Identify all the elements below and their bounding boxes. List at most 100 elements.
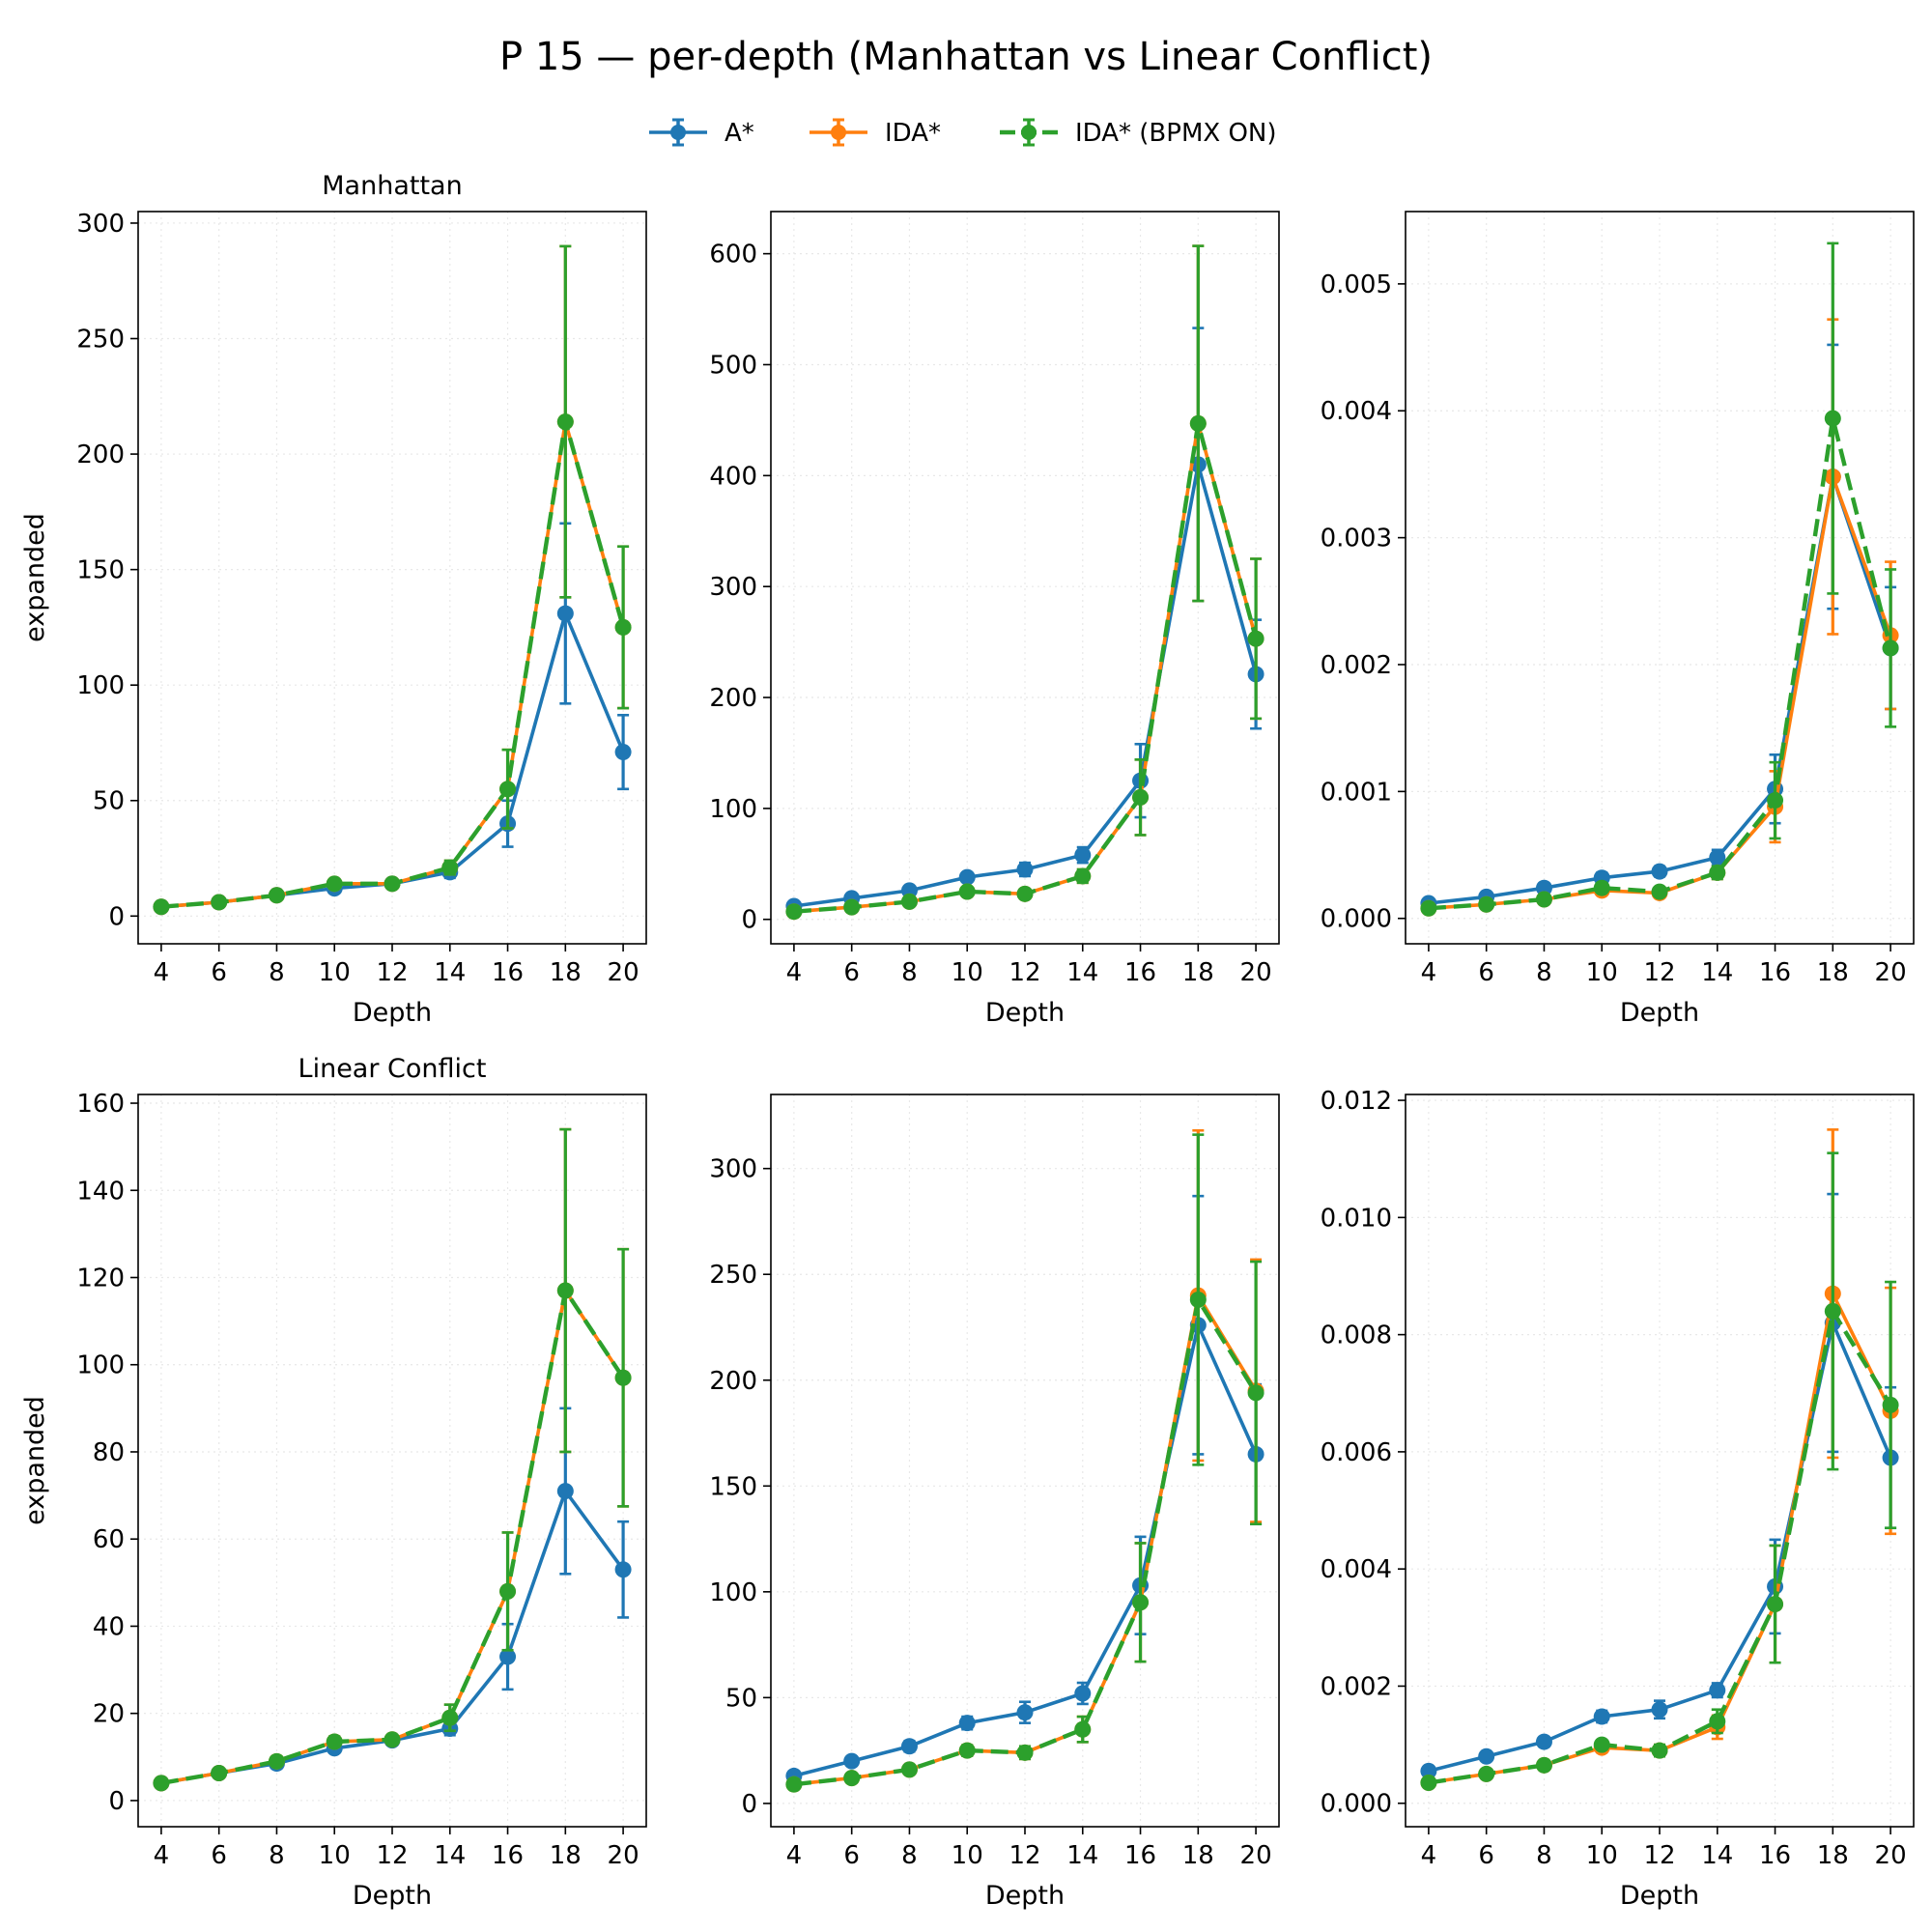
y-tick-label: 250 <box>76 326 125 355</box>
data-point <box>958 868 976 886</box>
y-tick-label: 0.008 <box>1321 1321 1392 1350</box>
x-tick-label: 20 <box>1875 1841 1907 1870</box>
series-ida-bpmx-on <box>1420 242 1899 917</box>
x-tick-label: 6 <box>211 958 227 987</box>
y-tick-label: 0 <box>108 1787 125 1816</box>
data-point <box>1709 1682 1726 1699</box>
x-tick-label: 14 <box>1066 958 1098 987</box>
y-tick-label: 0.005 <box>1321 270 1392 299</box>
y-tick-label: 0.002 <box>1321 651 1392 680</box>
x-tick-label: 6 <box>1478 958 1494 987</box>
y-tick-label: 50 <box>93 787 125 816</box>
data-point <box>1016 1744 1034 1761</box>
legend-item-ida: IDA* <box>810 118 941 148</box>
y-tick-label: 200 <box>709 1367 757 1396</box>
panels: 4 6 8 10 12 14 16 18 20050100150200250300Depthex… <box>20 171 1915 1911</box>
data-point <box>326 1733 343 1750</box>
x-tick-label: 10 <box>1586 1841 1618 1870</box>
y-tick-label: 300 <box>709 573 757 602</box>
data-point <box>1767 792 1784 810</box>
x-tick-label: 10 <box>1586 958 1618 987</box>
series-line <box>1428 415 1893 911</box>
legend: A* IDA* IDA* (BPMX ON) <box>649 118 1277 148</box>
y-tick-label: 200 <box>76 440 125 469</box>
data-point <box>441 859 459 876</box>
data-point <box>1074 867 1092 885</box>
y-tick-label: 120 <box>76 1264 125 1293</box>
data-point <box>1016 1704 1034 1721</box>
x-tick-label: 16 <box>1124 958 1156 987</box>
x-tick-label: 20 <box>1875 958 1907 987</box>
y-tick-label: 0.004 <box>1321 1555 1392 1584</box>
y-tick-label: 0.000 <box>1321 1790 1392 1819</box>
series-ida-bpmx-on <box>153 244 632 916</box>
x-tick-label: 6 <box>1478 1841 1494 1870</box>
data-point <box>1651 883 1668 900</box>
y-axis-label: expanded <box>20 1396 50 1525</box>
data-point <box>153 1775 170 1792</box>
data-point <box>1189 414 1207 432</box>
y-tick-label: 500 <box>709 351 757 380</box>
data-point <box>499 1648 517 1665</box>
data-point <box>900 1761 918 1778</box>
x-axis-label: Depth <box>353 1881 432 1911</box>
y-tick-label: 300 <box>76 210 125 239</box>
data-point <box>1882 639 1899 657</box>
x-tick-label: 4 <box>154 958 170 987</box>
y-tick-label: 100 <box>709 795 757 824</box>
y-tick-label: 600 <box>709 241 757 270</box>
data-point <box>384 1731 401 1748</box>
x-tick-label: 6 <box>843 1841 860 1870</box>
x-tick-label: 20 <box>608 1841 639 1870</box>
data-point <box>1247 1384 1264 1402</box>
data-point <box>1074 846 1092 864</box>
x-tick-label: 20 <box>608 958 639 987</box>
y-tick-label: 0.012 <box>1321 1087 1392 1116</box>
y-tick-label: 0 <box>741 1790 757 1819</box>
subplot-6: 4 6 8 10 12 14 16 18 20 0.000 0.002 0.004 0.006 0.008… <box>1321 1087 1915 1911</box>
x-tick-label: 4 <box>786 1841 803 1870</box>
x-tick-label: 12 <box>376 958 408 987</box>
data-point <box>1189 1292 1207 1309</box>
data-point <box>785 1776 803 1793</box>
data-point <box>499 1582 517 1600</box>
data-point <box>1247 630 1264 647</box>
x-tick-label: 4 <box>786 958 803 987</box>
y-tick-label: 50 <box>725 1684 757 1713</box>
y-tick-label: 140 <box>76 1177 125 1206</box>
data-point <box>1651 863 1668 880</box>
x-tick-label: 10 <box>952 958 983 987</box>
x-tick-label: 14 <box>434 1841 466 1870</box>
data-point <box>843 898 861 916</box>
y-tick-label: 0.002 <box>1321 1672 1392 1701</box>
y-tick-label: 0.004 <box>1321 397 1392 426</box>
y-tick-label: 250 <box>709 1261 757 1290</box>
x-tick-label: 18 <box>1182 958 1214 987</box>
x-tick-label: 18 <box>550 1841 582 1870</box>
data-point <box>1478 1765 1495 1782</box>
x-tick-label: 12 <box>376 1841 408 1870</box>
x-tick-label: 12 <box>1009 958 1040 987</box>
y-tick-label: 20 <box>93 1700 125 1729</box>
data-point <box>556 1483 574 1500</box>
data-point <box>1709 864 1726 881</box>
x-axis-label: Depth <box>985 998 1065 1028</box>
x-tick-label: 20 <box>1240 1841 1272 1870</box>
figure-title: P 15 — per-depth (Manhattan vs Linear Co… <box>499 35 1433 79</box>
data-point <box>900 1738 918 1755</box>
data-point <box>614 1369 632 1386</box>
data-point <box>556 1282 574 1299</box>
data-point <box>1882 1396 1899 1413</box>
data-point <box>1535 879 1552 896</box>
data-point <box>1535 1733 1552 1750</box>
data-point <box>1420 1762 1437 1779</box>
y-tick-label: 100 <box>76 1351 125 1380</box>
x-tick-label: 12 <box>1643 958 1675 987</box>
y-axis-label: expanded <box>20 513 50 642</box>
data-point <box>441 1709 459 1726</box>
data-point <box>1420 1775 1437 1792</box>
data-point <box>843 1752 861 1770</box>
x-tick-label: 8 <box>901 1841 918 1870</box>
x-tick-label: 18 <box>550 958 582 987</box>
